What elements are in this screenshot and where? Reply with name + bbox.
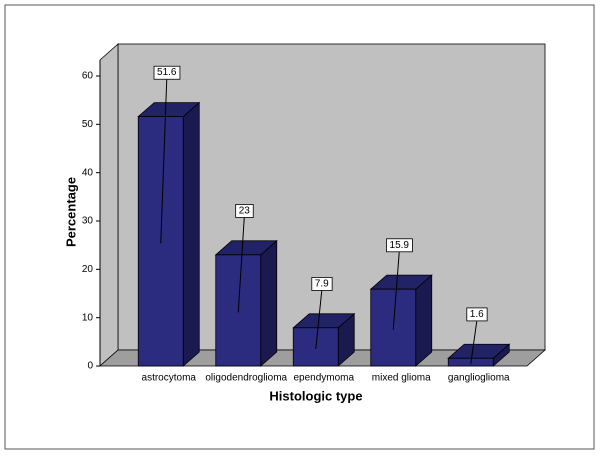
x-tick-label: mixed glioma: [372, 373, 431, 384]
value-label-leader: [237, 217, 245, 313]
value-label-box: [386, 238, 413, 253]
bar: [369, 274, 433, 367]
value-label: 15.9: [390, 240, 410, 251]
x-tick-label: astrocytoma: [142, 373, 197, 384]
value-label: 1.6: [470, 309, 484, 320]
x-axis-title: Histologic type: [269, 388, 362, 403]
bar: [214, 239, 278, 367]
y-tick-label: 30: [82, 216, 94, 227]
value-label-box: [235, 204, 254, 218]
x-tick-label: oligodendroglioma: [205, 373, 287, 384]
bar-side: [415, 274, 433, 367]
bar-side: [182, 101, 200, 367]
y-tick-label: 60: [82, 71, 94, 82]
bar-side: [260, 239, 278, 367]
value-label-leader: [470, 321, 478, 365]
y-tick-label: 40: [82, 167, 94, 178]
value-label-leader: [160, 79, 168, 244]
value-label-leader: [392, 252, 400, 330]
x-tick-label: ganglioglioma: [448, 373, 510, 384]
value-label: 7.9: [315, 278, 329, 289]
bar: [292, 312, 356, 367]
y-axis-title: Percentage: [63, 177, 78, 247]
bar: [137, 101, 201, 367]
value-label-box: [466, 307, 488, 322]
value-label: 23: [239, 205, 251, 216]
y-tick-label: 20: [82, 264, 94, 275]
value-label-box: [153, 65, 181, 80]
side-wall: [99, 43, 119, 367]
y-tick-label: 50: [82, 119, 94, 130]
x-tick-label: ependymoma: [293, 373, 354, 384]
value-label-box: [311, 277, 333, 291]
value-label: 51.6: [157, 67, 177, 78]
y-tick-label: 10: [82, 312, 94, 323]
value-label-leader: [315, 290, 323, 349]
y-tick-label: 0: [87, 361, 93, 372]
